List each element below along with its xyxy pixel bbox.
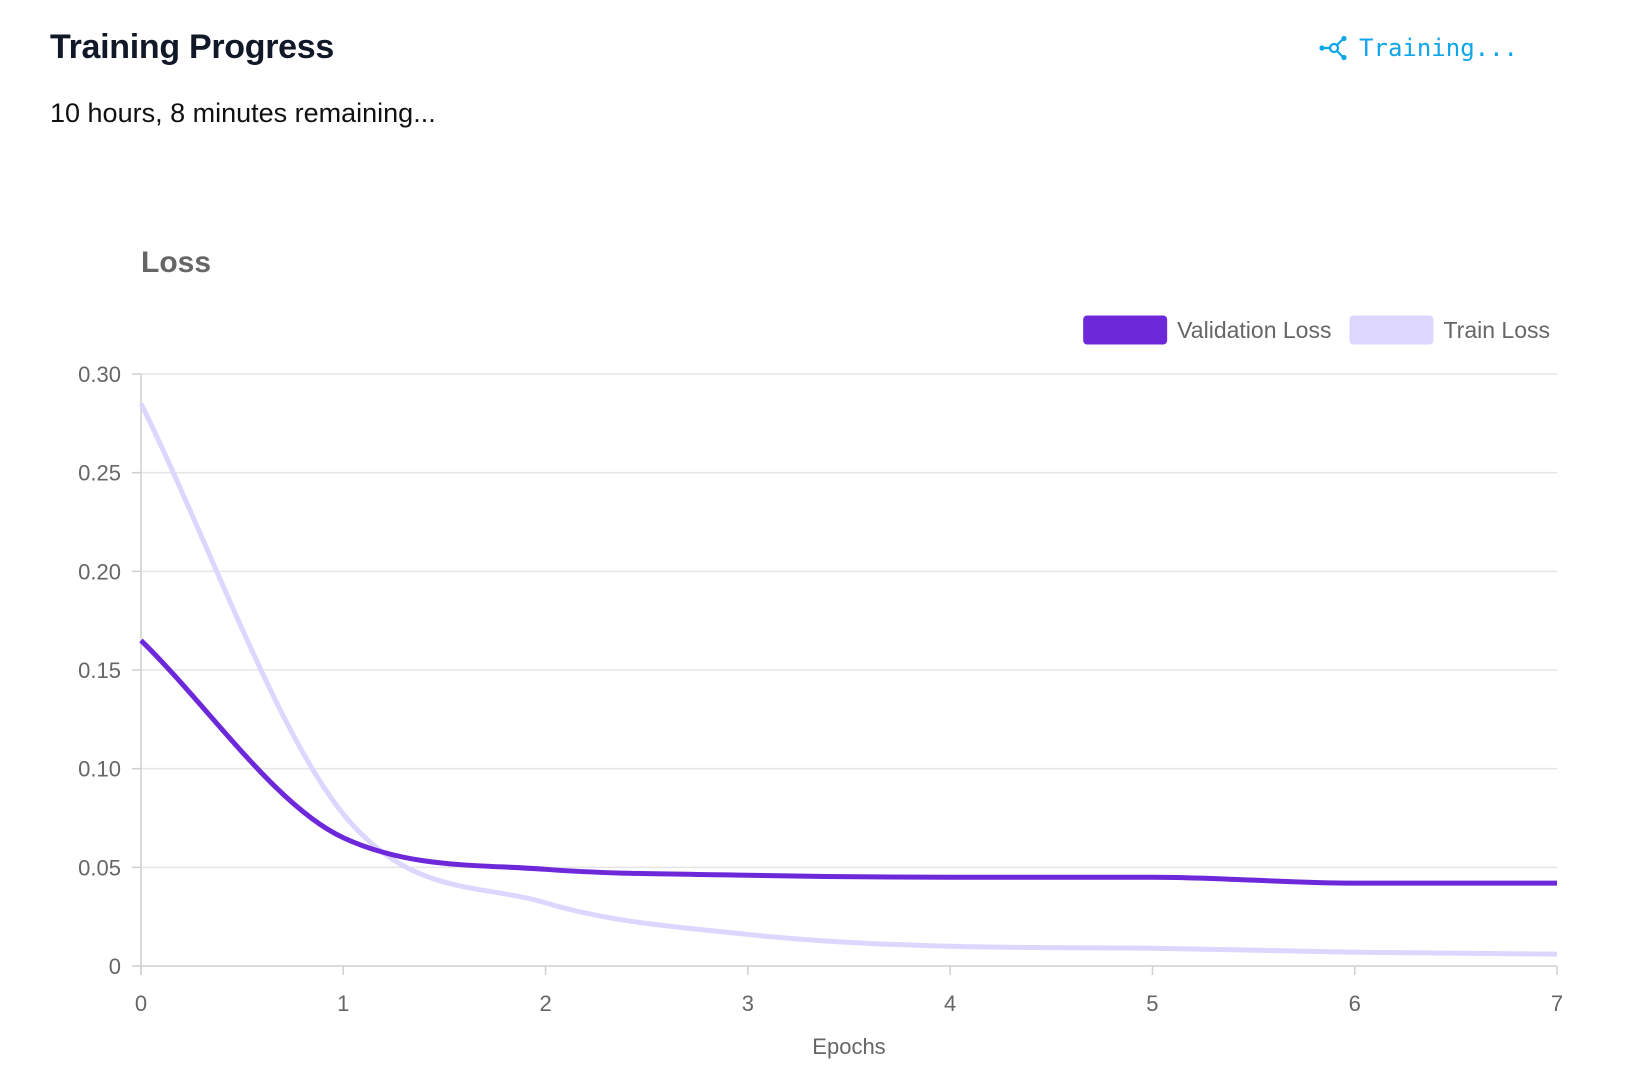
validation-loss-line	[139, 638, 1557, 886]
legend-item-train-loss[interactable]: Train Loss	[1349, 315, 1550, 345]
y-tick-label: 0.25	[78, 461, 121, 486]
legend-label-train-loss: Train Loss	[1443, 317, 1550, 343]
x-tick-label: 2	[539, 991, 551, 1016]
page-title: Training Progress	[50, 28, 334, 66]
x-tick-label: 3	[742, 991, 754, 1016]
train-loss-line	[138, 402, 1558, 957]
y-tick-label: 0.15	[78, 658, 121, 683]
x-tick-label: 5	[1146, 991, 1158, 1016]
loss-chart-svg: 0 0.05 0.10 0.15 0.20 0.25 0.30 0 1 2 3 4 5 6 7 Valida…	[78, 246, 1563, 1059]
training-status: Training...	[1319, 34, 1518, 62]
legend: Validation Loss Train Loss	[1083, 315, 1550, 345]
loss-chart: 0 0.05 0.10 0.15 0.20 0.25 0.30 0 1 2 3 4 5 6 7 Valida…	[0, 200, 1626, 1076]
legend-item-validation-loss[interactable]: Validation Loss	[1083, 315, 1331, 345]
axes: 0 0.05 0.10 0.15 0.20 0.25 0.30 0 1 2 3 4 5 6 7	[78, 362, 1563, 1016]
y-tick-label: 0.30	[78, 362, 121, 387]
x-tick-label: 6	[1349, 991, 1361, 1016]
y-tick-label: 0.20	[78, 559, 121, 584]
legend-swatch-validation-loss	[1083, 315, 1168, 345]
grid-lines	[141, 373, 1557, 967]
x-tick-label: 1	[337, 991, 349, 1016]
legend-label-validation-loss: Validation Loss	[1177, 317, 1331, 343]
training-status-label: Training...	[1359, 34, 1518, 62]
series-lines	[138, 402, 1558, 957]
x-tick-label: 4	[944, 991, 956, 1016]
time-remaining: 10 hours, 8 minutes remaining...	[50, 98, 436, 128]
x-axis-label: Epochs	[812, 1034, 885, 1059]
legend-swatch-train-loss	[1349, 315, 1434, 345]
y-tick-label: 0.10	[78, 757, 121, 782]
x-tick-label: 0	[135, 991, 147, 1016]
chart-title: Loss	[141, 246, 211, 279]
y-tick-label: 0	[109, 954, 121, 979]
network-nodes-icon	[1319, 35, 1349, 61]
x-tick-label: 7	[1551, 991, 1563, 1016]
y-tick-label: 0.05	[78, 855, 121, 880]
